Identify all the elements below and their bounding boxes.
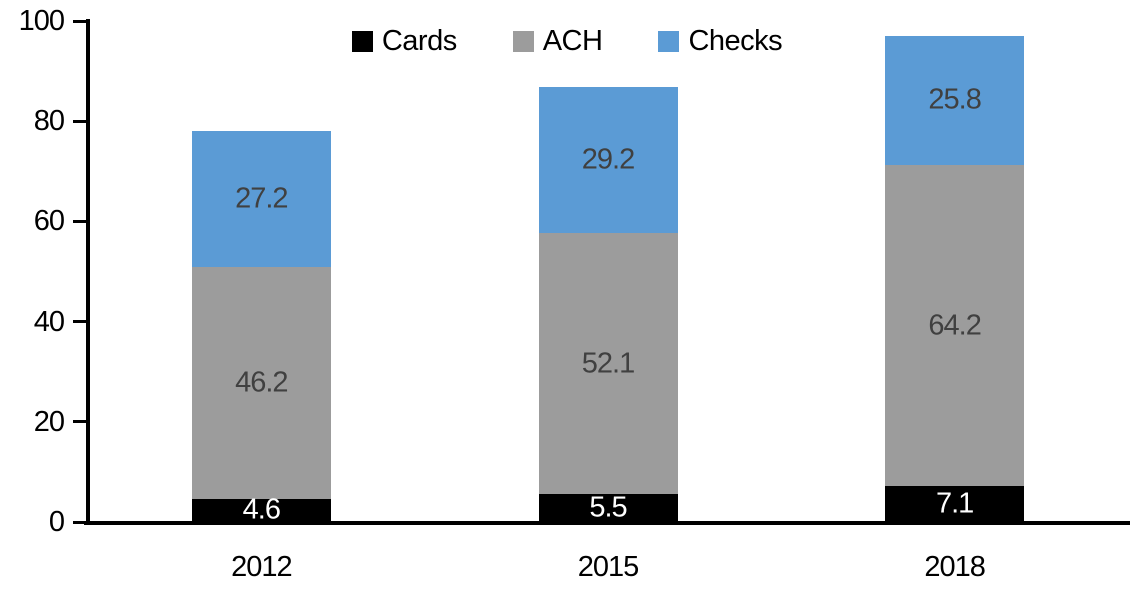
legend-item-checks: Checks: [658, 25, 783, 57]
legend-label: Checks: [688, 25, 783, 57]
y-axis-tick: [73, 19, 86, 23]
legend-item-cards: Cards: [351, 25, 457, 57]
legend-item-ach: ACH: [512, 25, 603, 57]
legend-swatch-cards: [351, 31, 373, 52]
y-axis-tick: [73, 520, 86, 524]
bar-segment-label: 25.8: [928, 83, 981, 116]
x-axis-label-2015: 2015: [577, 551, 640, 583]
y-axis-tick-label: 100: [18, 5, 65, 37]
y-axis-tick-label: 20: [33, 405, 65, 438]
bar-segment-ach-2012: 46.2: [191, 267, 331, 499]
bar-2018: 7.1 64.2 25.8: [885, 0, 1025, 522]
y-axis-line: [86, 19, 90, 525]
bar-segment-label: 5.5: [589, 491, 627, 524]
bar-segment-label: 4.6: [242, 493, 281, 526]
bar-segment-checks-2012: 27.2: [191, 131, 331, 268]
bar-segment-label: 64.2: [928, 309, 981, 342]
x-axis-line: [84, 521, 1130, 525]
y-axis-tick: [73, 119, 86, 123]
y-axis-tick-label: 80: [33, 105, 65, 138]
legend-swatch-checks: [658, 31, 680, 52]
y-axis-tick: [73, 420, 86, 424]
bar-segment-label: 7.1: [935, 487, 974, 520]
y-axis-tick-label: 40: [33, 305, 65, 338]
bar-segment-cards-2015: 5.5: [538, 491, 678, 524]
bar-2012: 4.6 46.2 27.2: [191, 0, 331, 526]
bar-segment-cards-2018: 7.1: [885, 486, 1025, 522]
x-axis-label-2012: 2012: [231, 551, 293, 583]
bar-segment-label: 29.2: [581, 143, 635, 176]
y-axis-tick: [73, 320, 86, 324]
chart-legend: Cards ACH Checks: [0, 27, 1134, 56]
bar-segment-label: 46.2: [235, 366, 288, 399]
bar-segment-label: 52.1: [581, 347, 635, 380]
x-axis-label-2018: 2018: [924, 551, 986, 583]
bar-segment-checks-2015: 29.2: [538, 87, 678, 234]
bar-segment-checks-2018: 25.8: [885, 35, 1025, 165]
bar-segment-cards-2012: 4.6: [191, 493, 331, 526]
legend-swatch-ach: [512, 31, 534, 52]
bar-2015: 5.5 52.1 29.2: [538, 0, 678, 524]
y-axis-tick-label: 0: [48, 506, 65, 538]
y-axis-tick-label: 60: [33, 205, 65, 238]
legend-label: Cards: [381, 25, 457, 57]
bar-segment-ach-2015: 52.1: [538, 233, 678, 495]
legend-label: ACH: [542, 25, 603, 57]
bar-segment-ach-2018: 64.2: [885, 164, 1025, 487]
bar-segment-label: 27.2: [235, 182, 288, 215]
y-axis-tick: [73, 219, 86, 223]
